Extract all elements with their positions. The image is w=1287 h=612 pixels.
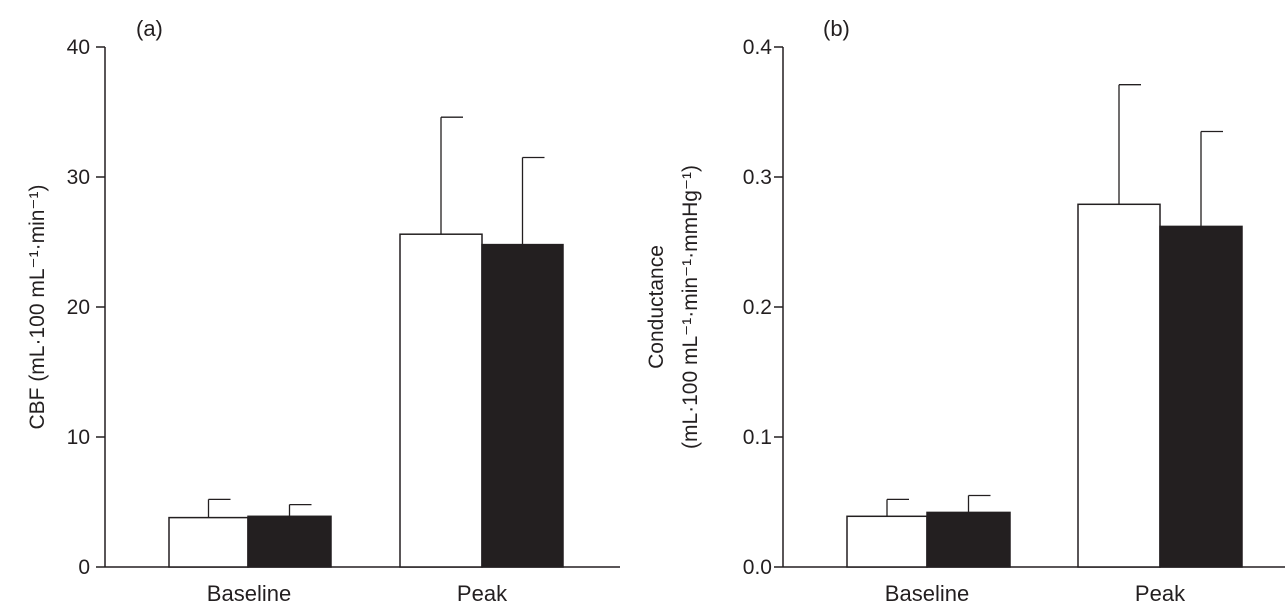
y-tick-label: 30 [67,166,90,189]
panel-a-y-axis-title: CBF (mL·100 mL⁻¹·min⁻¹) [26,184,49,429]
y-tick-label: 0 [78,556,90,579]
x-category-label: Peak [1135,581,1186,606]
panel-b-y-axis-title: Conductance [645,245,668,369]
y-tick-label: 0.1 [743,426,772,449]
panel-a-bars [168,233,564,568]
panel-a-chart: (a) CBF (mL·100 mL⁻¹·min⁻¹) 0 10 20 30 40 Ba… [26,16,620,606]
panel-a-error-bars [207,116,545,518]
x-category-label: Peak [457,581,508,606]
panel-a-x-categories: Baseline Peak [207,581,508,606]
panel-b-y-ticks: 0.0 0.1 0.2 0.3 0.4 [743,36,783,579]
panel-b-x-categories: Baseline Peak [885,581,1186,606]
bar-peak-open [1077,203,1161,568]
bar-peak-filled [1159,225,1243,568]
panel-a-y-ticks: 0 10 20 30 40 [67,36,105,579]
panel-b-label: (b) [823,16,850,41]
x-category-label: Baseline [207,581,291,606]
y-tick-label: 0.4 [743,36,773,59]
y-tick-label: 20 [67,296,90,319]
y-tick-label: 0.0 [743,556,772,579]
bar-peak-open [399,233,483,568]
y-tick-label: 10 [67,426,90,449]
x-category-label: Baseline [885,581,969,606]
panel-b-error-bars [886,84,1223,517]
bar-baseline-filled [247,515,332,568]
bar-baseline-filled [926,511,1011,568]
y-tick-label: 0.2 [743,296,772,319]
bar-baseline-open [846,515,928,568]
panel-b-chart: (b) Conductance (mL·100 mL⁻¹·min⁻¹·mmHg⁻… [645,16,1285,606]
panel-a-label: (a) [136,16,163,41]
y-tick-label: 0.3 [743,166,772,189]
bar-baseline-open [168,516,249,568]
panel-b-bars [846,203,1243,568]
bar-peak-filled [481,243,564,568]
panel-b-y-axis-title-units: (mL·100 mL⁻¹·min⁻¹·mmHg⁻¹) [679,165,702,449]
y-tick-label: 40 [67,36,90,59]
